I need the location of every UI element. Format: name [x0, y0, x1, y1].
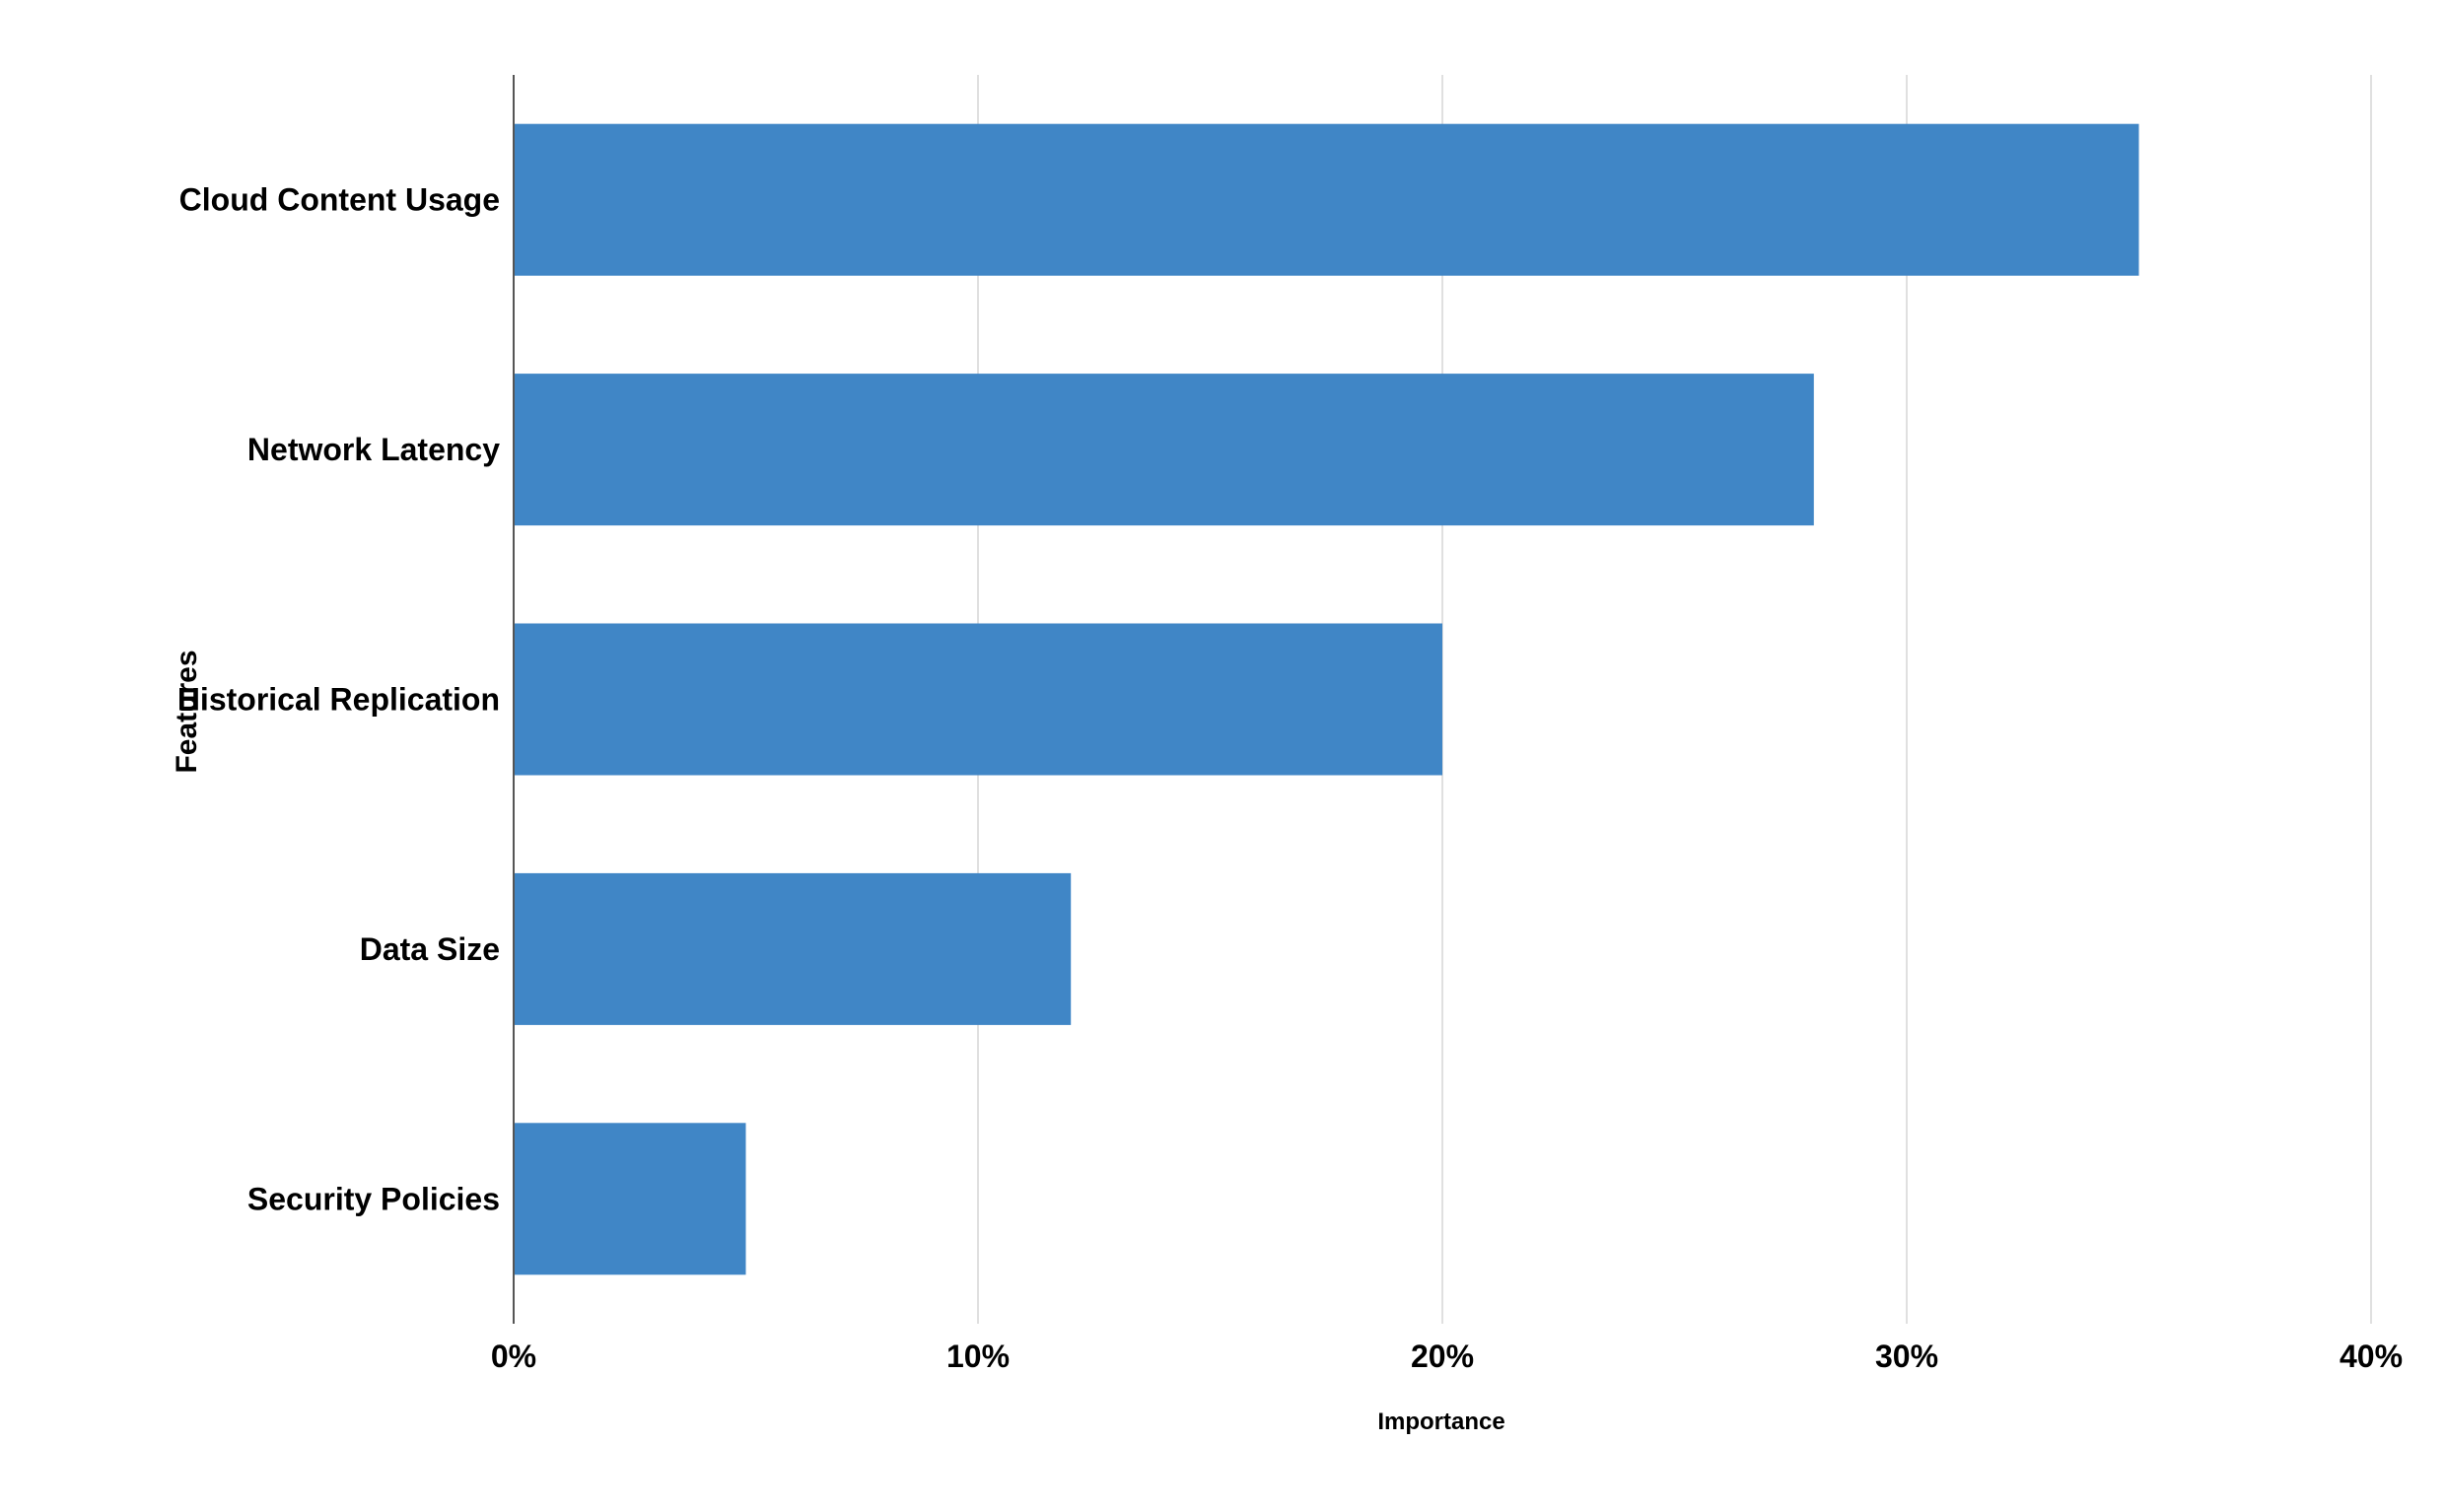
x-tick-label: 20%: [1411, 1339, 1474, 1374]
bar: [514, 1123, 746, 1275]
category-labels: Cloud Content Usage Network Latency Histor…: [177, 182, 500, 1217]
x-tick-label: 30%: [1875, 1339, 1938, 1374]
x-tick-label: 10%: [946, 1339, 1010, 1374]
x-tick-labels: 0% 10% 20% 30% 40%: [491, 1339, 2403, 1374]
bar: [514, 123, 2139, 276]
y-axis-title: Features: [171, 650, 203, 773]
category-label: Network Latency: [247, 432, 500, 467]
x-tick-label: 40%: [2340, 1339, 2403, 1374]
bars: [514, 123, 2139, 1275]
category-label: Historical Replication: [177, 682, 500, 718]
x-tick-label: 0%: [491, 1339, 536, 1374]
category-label: Cloud Content Usage: [179, 182, 500, 218]
category-label: Security Policies: [247, 1181, 500, 1216]
bar: [514, 623, 1442, 776]
category-label: Data Size: [360, 931, 500, 967]
x-axis-title: Importance: [1377, 1409, 1504, 1435]
bar: [514, 374, 1814, 526]
bar: [514, 872, 1072, 1025]
